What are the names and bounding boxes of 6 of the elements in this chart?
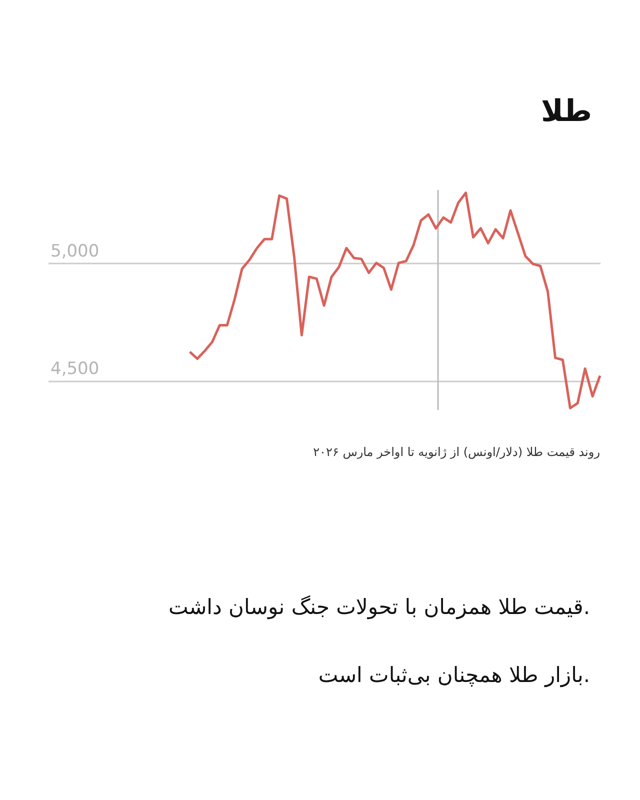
text: بازار طلا همچنان بی‌ثبات است. [318, 663, 590, 688]
y-tick-label: 5,000 [50, 241, 100, 262]
text: قیمت طلا همزمان با تحولات جنگ نوسان داشت. [168, 595, 590, 620]
y-tick-label: 4,500 [50, 359, 100, 380]
text: روند قیمت طلا (دلار/اونس) از ژانویه تا اواخر مارس ۲۰۲۶ [313, 445, 600, 459]
chart-title: طلا [540, 94, 592, 129]
